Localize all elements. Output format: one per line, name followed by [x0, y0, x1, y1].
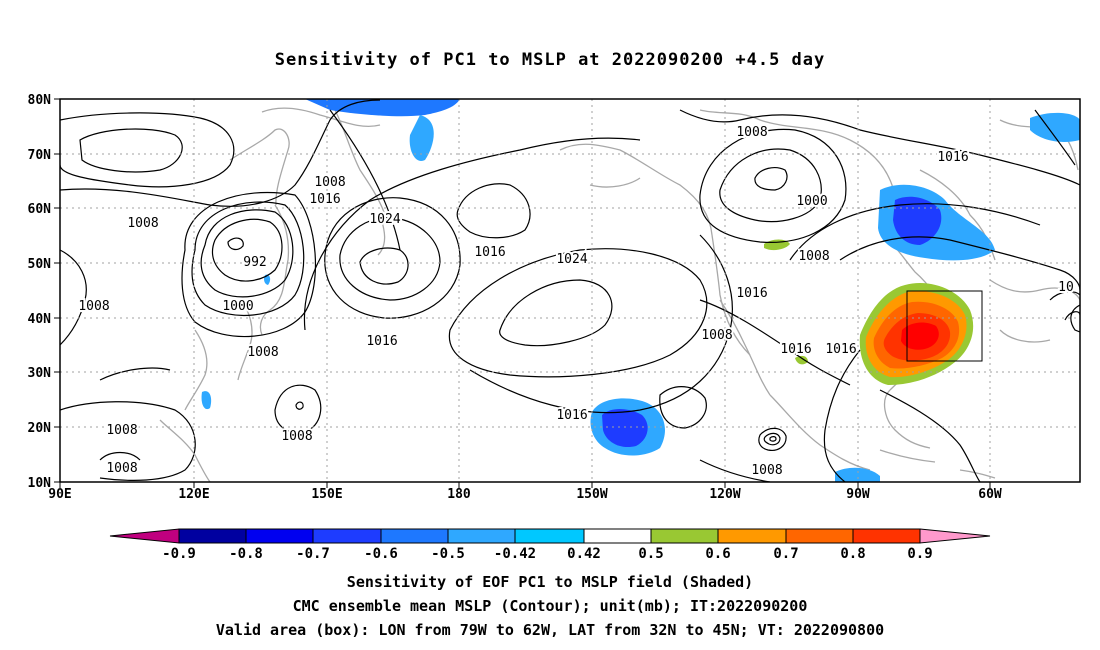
contour-label: 992	[243, 255, 266, 270]
contour-label: 1016	[556, 408, 587, 423]
lat-label: 50N	[28, 257, 52, 272]
contour-label: 1008	[736, 125, 767, 140]
lat-label: 40N	[28, 312, 52, 327]
colorbar-low-triangle	[109, 528, 180, 544]
contour-label: 1008	[106, 461, 137, 476]
colorbar: -0.9 -0.8 -0.7 -0.6 -0.5 -0.42 0.42 0.5 …	[109, 528, 991, 562]
contour-labels: 1008 1008 1016 1024 1016 1024 1008 1016 …	[76, 123, 1075, 480]
caption-line-3: Valid area (box): LON from 79W to 62W, L…	[215, 621, 885, 639]
colorbar-cell	[380, 528, 449, 544]
shade-northeast-negative-core	[893, 196, 942, 245]
colorbar-cell	[785, 528, 854, 544]
colorbar-high-triangle	[919, 528, 991, 544]
contour-label: 1008	[78, 299, 109, 314]
shade-pacific-negative-core	[602, 408, 648, 448]
shade-gulf-negative	[835, 467, 880, 482]
lon-label: 150E	[311, 487, 342, 502]
lon-label: 120W	[709, 487, 740, 502]
shade-arctic-negative-edge	[409, 115, 434, 161]
graticule	[60, 99, 1080, 482]
mslp-contours	[60, 99, 1080, 482]
lat-label: 10N	[28, 476, 52, 491]
colorbar-cell	[447, 528, 516, 544]
colorbar-labels: -0.9 -0.8 -0.7 -0.6 -0.5 -0.42 0.42 0.5 …	[162, 546, 933, 562]
colorbar-cell	[650, 528, 719, 544]
colorbar-label: 0.42	[567, 546, 601, 562]
contour-label: 1016	[825, 342, 856, 357]
contour-label: 1016	[937, 150, 968, 165]
colorbar-label: -0.8	[229, 546, 263, 562]
colorbar-label: -0.9	[162, 546, 196, 562]
axis-ticks	[54, 98, 991, 488]
contour-label: 1016	[366, 334, 397, 349]
contour-label: 1008	[314, 175, 345, 190]
colorbar-cell	[245, 528, 314, 544]
lat-label: 70N	[28, 148, 52, 163]
shade-arctic-negative	[305, 99, 460, 117]
colorbar-label: 0.8	[840, 546, 865, 562]
colorbar-cell	[717, 528, 787, 544]
shade-asia-negative-small	[264, 274, 271, 285]
contour-label: 1008	[127, 216, 158, 231]
lon-label: 120E	[178, 487, 209, 502]
contour-label: 1016	[780, 342, 811, 357]
lat-label: 80N	[28, 93, 52, 108]
colorbar-label: -0.7	[296, 546, 330, 562]
caption-line-1: Sensitivity of EOF PC1 to MSLP field (Sh…	[346, 573, 754, 591]
colorbar-label: -0.5	[431, 546, 465, 562]
contour-label: 1000	[796, 194, 827, 209]
lat-label: 20N	[28, 421, 52, 436]
colorbar-label: 0.6	[705, 546, 730, 562]
colorbar-label: 0.5	[638, 546, 663, 562]
lon-label: 60W	[978, 487, 1002, 502]
lat-label: 60N	[28, 202, 52, 217]
map-title: Sensitivity of PC1 to MSLP at 2022090200…	[274, 50, 826, 70]
contour-label: 1016	[474, 245, 505, 260]
colorbar-label: -0.6	[364, 546, 398, 562]
lon-label: 150W	[576, 487, 607, 502]
colorbar-cell	[852, 528, 921, 544]
contour-label: 1008	[106, 423, 137, 438]
contour-label: 1016	[736, 286, 767, 301]
valid-area-box	[906, 290, 983, 362]
sensitivity-shading	[201, 99, 1080, 482]
contour-label: 10	[1058, 280, 1074, 295]
contour-label: 1008	[701, 328, 732, 343]
colorbar-cells	[109, 528, 991, 544]
caption-line-2: CMC ensemble mean MSLP (Contour); unit(m…	[292, 597, 808, 615]
colorbar-label: -0.42	[494, 546, 536, 562]
colorbar-cell	[514, 528, 585, 544]
contour-label: 1008	[281, 429, 312, 444]
lon-label: 180	[447, 487, 471, 502]
shade-asia-negative	[201, 391, 212, 410]
colorbar-cell	[178, 528, 247, 544]
contour-label: 1024	[369, 212, 400, 227]
colorbar-cell	[312, 528, 382, 544]
shade-positive-core	[901, 322, 939, 350]
lon-labels: 90E 120E 150E 180 150W 120W 90W 60W	[48, 487, 1002, 502]
colorbar-label: 0.7	[773, 546, 798, 562]
lat-label: 30N	[28, 366, 52, 381]
lon-label: 90W	[846, 487, 870, 502]
colorbar-cell	[583, 528, 652, 544]
contour-label: 1016	[309, 192, 340, 207]
lon-label: 90E	[48, 487, 71, 502]
contour-label: 1024	[556, 252, 587, 267]
colorbar-label: 0.9	[907, 546, 932, 562]
contour-label: 1008	[751, 463, 782, 478]
contour-label: 1008	[798, 249, 829, 264]
lat-labels: 80N 70N 60N 50N 40N 30N 20N 10N	[28, 93, 52, 491]
contour-label: 1008	[247, 345, 278, 360]
contour-label: 1000	[222, 299, 253, 314]
map-frame	[59, 98, 1081, 483]
shade-mexico-positive	[795, 355, 808, 365]
